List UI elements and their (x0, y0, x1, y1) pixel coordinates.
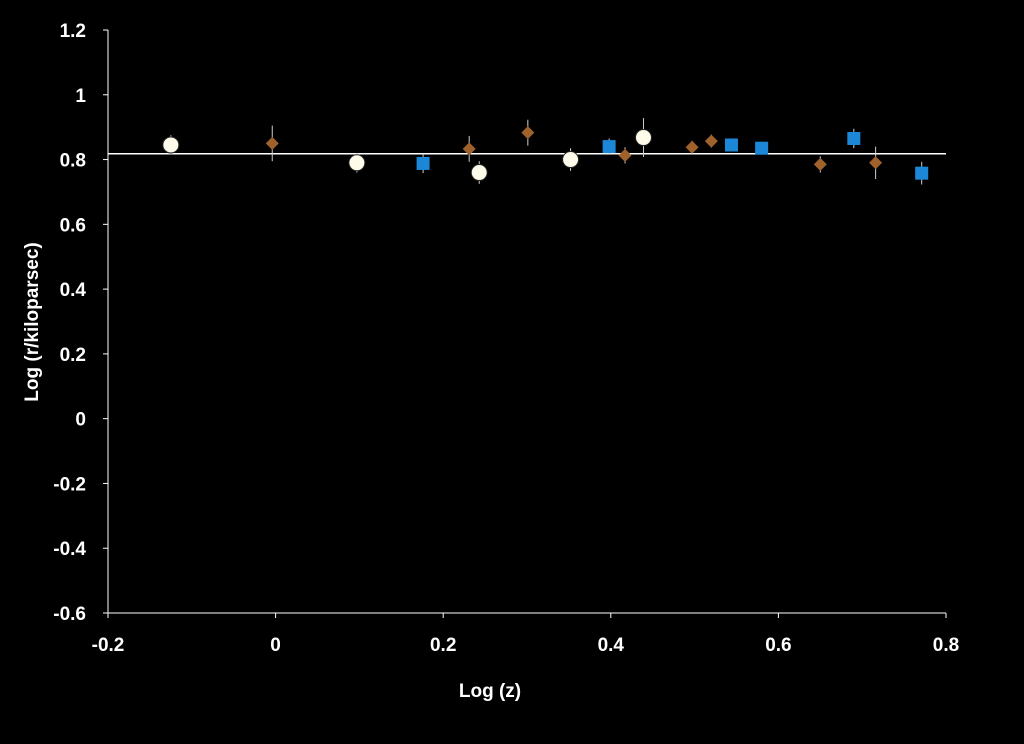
diamond-point (685, 140, 699, 154)
diamond-point (869, 156, 883, 170)
x-tick-label: 0.6 (765, 635, 791, 656)
y-tick-label: -0.4 (53, 539, 86, 560)
circle-point (634, 129, 652, 147)
diamond-point (521, 126, 535, 140)
circle-point (162, 136, 180, 154)
x-tick-label: 0.4 (598, 635, 625, 656)
ticks: -0.6 -0.4 -0.2 0 0.2 0.4 0.6 0.8 1 1.2 -0.2 0 0.2 0.4… (53, 21, 959, 656)
x-tick-label: 0 (270, 635, 281, 656)
circle-point (470, 164, 488, 182)
diamond-point (704, 134, 718, 148)
y-axis-title: Log (r/kiloparsec) (22, 242, 43, 401)
square-point (755, 141, 769, 155)
x-tick-label: 0.2 (430, 635, 456, 656)
x-axis-title: Log (z) (459, 681, 521, 702)
y-tick-label: 1 (75, 86, 86, 107)
y-tick-label: 0.8 (60, 151, 86, 172)
square-point (847, 132, 861, 146)
y-tick-label: 0.4 (60, 280, 87, 301)
x-tick-label: 0.8 (933, 635, 959, 656)
square-point (602, 140, 616, 154)
y-tick-label: 1.2 (60, 21, 86, 42)
y-tick-label: 0 (75, 410, 86, 431)
circle-point (562, 151, 580, 169)
square-point (915, 166, 929, 180)
diamond-point (462, 142, 476, 156)
diamond-point (618, 148, 632, 162)
y-tick-label: -0.2 (53, 474, 86, 495)
diamond-point (813, 157, 827, 171)
diamond-point (265, 136, 279, 150)
circle-point (348, 154, 366, 172)
axes (107, 30, 946, 614)
y-tick-label: 0.2 (60, 345, 86, 366)
data-points (162, 118, 929, 185)
y-tick-label: -0.6 (53, 604, 86, 625)
square-point (724, 138, 738, 152)
x-tick-label: -0.2 (92, 635, 125, 656)
y-tick-label: 0.6 (60, 215, 86, 236)
square-point (416, 156, 430, 170)
